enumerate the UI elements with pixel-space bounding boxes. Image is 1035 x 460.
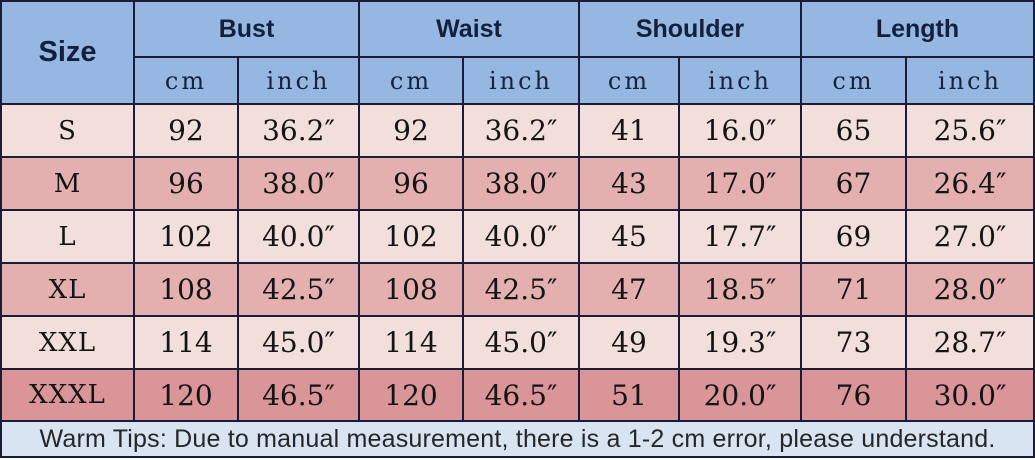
shoulder-inch-cell: 17.7″	[678, 209, 802, 264]
size-row-xxl: XXL 114 45.0″ 114 45.0″ 49 19.3″ 73 28.7…	[0, 315, 1035, 370]
length-cm-cell: 65	[800, 103, 907, 158]
unit-header-waist-cm: cm	[358, 56, 464, 105]
length-inch-cell: 30.0″	[904, 368, 1035, 422]
size-row-xl: XL 108 42.5″ 108 42.5″ 47 18.5″ 71 28.0″	[0, 262, 1035, 317]
waist-inch-cell: 46.5″	[462, 368, 580, 422]
size-row-xxxl: XXXL 120 46.5″ 120 46.5″ 51 20.0″ 76 30.…	[0, 368, 1035, 422]
size-cell: L	[0, 209, 135, 264]
length-inch-cell: 26.4″	[904, 156, 1035, 211]
waist-inch-cell: 45.0″	[462, 315, 580, 370]
shoulder-inch-cell: 16.0″	[678, 103, 802, 158]
shoulder-cm-cell: 45	[578, 209, 680, 264]
bust-cm-cell: 92	[133, 103, 239, 158]
warm-tips-text: Warm Tips: Due to manual measurement, th…	[0, 420, 1035, 458]
waist-inch-cell: 36.2″	[462, 103, 580, 158]
bust-cm-cell: 108	[133, 262, 239, 317]
bust-inch-cell: 42.5″	[237, 262, 360, 317]
waist-cm-cell: 92	[358, 103, 464, 158]
waist-cm-cell: 120	[358, 368, 464, 422]
group-header-bust: Bust	[133, 0, 360, 58]
waist-inch-cell: 40.0″	[462, 209, 580, 264]
shoulder-inch-cell: 18.5″	[678, 262, 802, 317]
length-cm-cell: 73	[800, 315, 907, 370]
bust-cm-cell: 102	[133, 209, 239, 264]
unit-header-waist-inch: inch	[462, 56, 580, 105]
unit-header-shoulder-inch: inch	[678, 56, 802, 105]
bust-inch-cell: 46.5″	[237, 368, 360, 422]
unit-header-shoulder-cm: cm	[578, 56, 680, 105]
length-cm-cell: 67	[800, 156, 907, 211]
size-cell: S	[0, 103, 135, 158]
bust-inch-cell: 45.0″	[237, 315, 360, 370]
size-cell: XXXL	[0, 368, 135, 422]
length-inch-cell: 28.7″	[904, 315, 1035, 370]
size-row-s: S 92 36.2″ 92 36.2″ 41 16.0″ 65 25.6″	[0, 103, 1035, 158]
shoulder-cm-cell: 43	[578, 156, 680, 211]
shoulder-inch-cell: 19.3″	[678, 315, 802, 370]
bust-cm-cell: 114	[133, 315, 239, 370]
waist-cm-cell: 108	[358, 262, 464, 317]
length-cm-cell: 69	[800, 209, 907, 264]
length-cm-cell: 76	[800, 368, 907, 422]
unit-header-length-inch: inch	[904, 56, 1035, 105]
shoulder-cm-cell: 49	[578, 315, 680, 370]
unit-header-row: cm inch cm inch cm inch cm inch	[1, 56, 1035, 105]
bust-inch-cell: 36.2″	[237, 103, 360, 158]
group-header-shoulder: Shoulder	[578, 0, 802, 58]
length-cm-cell: 71	[800, 262, 907, 317]
bust-inch-cell: 38.0″	[237, 156, 360, 211]
size-cell: M	[0, 156, 135, 211]
bust-cm-cell: 96	[133, 156, 239, 211]
size-cell: XXL	[0, 315, 135, 370]
length-inch-cell: 28.0″	[904, 262, 1035, 317]
length-inch-cell: 25.6″	[904, 103, 1035, 158]
group-header-length: Length	[799, 0, 1035, 58]
shoulder-cm-cell: 41	[578, 103, 680, 158]
unit-header-bust-cm: cm	[133, 56, 239, 105]
shoulder-cm-cell: 51	[578, 368, 680, 422]
shoulder-inch-cell: 20.0″	[678, 368, 802, 422]
group-header-row: Size Bust Waist Shoulder Length	[0, 0, 1035, 105]
length-inch-cell: 27.0″	[904, 209, 1035, 264]
group-header-waist: Waist	[358, 0, 580, 58]
shoulder-cm-cell: 47	[578, 262, 680, 317]
bust-cm-cell: 120	[133, 368, 239, 422]
bust-inch-cell: 40.0″	[237, 209, 360, 264]
unit-header-length-cm: cm	[800, 56, 907, 105]
waist-inch-cell: 42.5″	[462, 262, 580, 317]
shoulder-inch-cell: 17.0″	[678, 156, 802, 211]
waist-inch-cell: 38.0″	[462, 156, 580, 211]
size-cell: XL	[0, 262, 135, 317]
waist-cm-cell: 96	[358, 156, 464, 211]
waist-cm-cell: 102	[358, 209, 464, 264]
size-column-header: Size	[0, 0, 135, 105]
unit-header-bust-inch: inch	[237, 56, 360, 105]
warm-tips-row: Warm Tips: Due to manual measurement, th…	[0, 420, 1035, 458]
size-row-m: M 96 38.0″ 96 38.0″ 43 17.0″ 67 26.4″	[0, 156, 1035, 211]
size-row-l: L 102 40.0″ 102 40.0″ 45 17.7″ 69 27.0″	[0, 209, 1035, 264]
waist-cm-cell: 114	[358, 315, 464, 370]
